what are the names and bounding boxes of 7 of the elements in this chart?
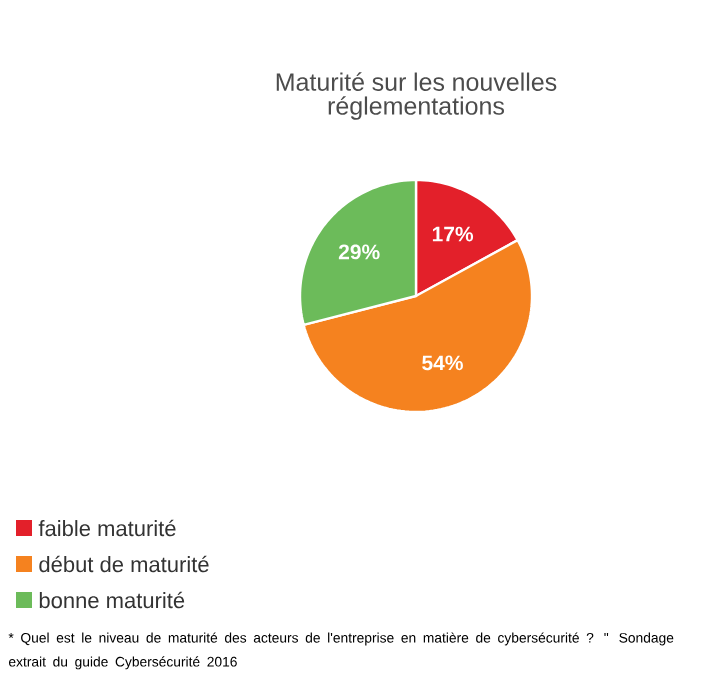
data-label: 29% xyxy=(338,244,380,260)
data-label: 54% xyxy=(422,355,463,371)
legend-label: début de maturité xyxy=(39,555,209,573)
data-label: 17% xyxy=(432,226,474,242)
legend-label: faible maturité xyxy=(38,519,176,537)
chart-title: Maturité sur les nouvelles réglementations xyxy=(276,72,557,120)
legend-label: bonne maturité xyxy=(39,591,185,609)
